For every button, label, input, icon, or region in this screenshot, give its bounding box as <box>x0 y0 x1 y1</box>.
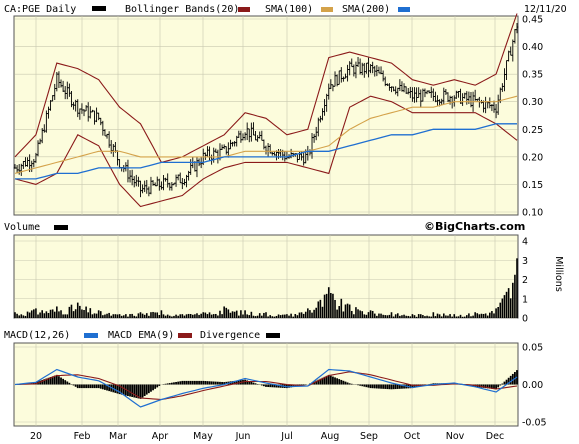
price-y-tick-label: 0.20 <box>522 152 543 163</box>
sma100-legend-swatch <box>321 7 333 12</box>
macd-header: MACD(12,26) MACD EMA(9) Divergence <box>4 330 280 341</box>
bollinger-legend-label: Bollinger Bands(20) <box>125 4 239 15</box>
volume-y-tick-label: 0 <box>522 314 528 325</box>
sma100-line <box>14 95 518 174</box>
macd-y-tick-label: 0.05 <box>522 343 543 354</box>
price-y-tick-label: 0.15 <box>522 180 543 191</box>
x-tick-label: Oct <box>404 431 421 442</box>
macd-ema-line <box>14 371 518 401</box>
volume-plot-area <box>13 234 519 319</box>
volume-label: Volume <box>4 222 40 233</box>
price-y-tick-label: 0.35 <box>522 70 543 81</box>
macd-ema-legend-label: MACD EMA(9) <box>108 330 174 341</box>
volume-bars <box>14 258 518 318</box>
x-tick-label: Feb <box>74 431 91 442</box>
x-axis: 20 Feb Mar Apr May Jun Jul Aug Sep Oct Nov Dec <box>30 431 504 442</box>
x-tick-label: Jun <box>235 431 251 442</box>
price-plot-area <box>13 15 519 216</box>
volume-y-tick-label: 2 <box>522 275 528 286</box>
macd-ema-legend-swatch <box>178 333 192 338</box>
sma200-line <box>15 123 517 180</box>
x-tick-label: Dec <box>486 431 504 442</box>
macd-legend-label: MACD(12,26) <box>4 330 70 341</box>
x-tick-label: Apr <box>152 431 169 442</box>
macd-legend-swatch <box>84 333 98 338</box>
price-y-tick-label: 0.40 <box>522 42 543 53</box>
x-tick-label: Nov <box>446 431 465 442</box>
price-y-tick-label: 0.25 <box>522 125 543 136</box>
x-tick-label: 20 <box>30 431 42 442</box>
credit-label: ©BigCharts.com <box>424 220 525 233</box>
volume-y-tick-label: 1 <box>522 294 528 305</box>
sma200-legend-swatch <box>398 7 410 12</box>
divergence-legend-swatch <box>266 333 280 338</box>
volume-unit-label: Millions <box>553 256 564 292</box>
price-y-tick-label: 0.45 <box>522 15 543 26</box>
x-tick-label: Aug <box>321 431 340 442</box>
volume-y-axis: 4 3 2 1 0 <box>522 237 528 325</box>
x-tick-label: Sep <box>360 431 378 442</box>
price-header: CA:PGE Daily Bollinger Bands(20) SMA(100… <box>4 4 567 15</box>
price-y-tick-label: 0.30 <box>522 97 543 108</box>
macd-y-axis: 0.05 0.00 -0.05 <box>522 343 547 429</box>
x-tick-label: Jul <box>280 431 292 442</box>
macd-series <box>14 368 518 408</box>
volume-y-tick-label: 3 <box>522 256 528 267</box>
x-tick-label: Mar <box>109 431 127 442</box>
symbol-label: CA:PGE Daily <box>4 4 76 15</box>
price-legend-swatch <box>92 6 106 11</box>
bollinger-upper-line <box>14 13 518 164</box>
x-tick-label: May <box>193 431 213 442</box>
sma200-legend-label: SMA(200) <box>342 4 390 15</box>
volume-legend-swatch <box>54 225 68 230</box>
bollinger-legend-swatch <box>238 7 250 12</box>
macd-y-tick-label: -0.05 <box>522 418 547 429</box>
volume-header: Volume ©BigCharts.com <box>4 220 525 233</box>
date-label: 12/11/20 <box>524 4 567 15</box>
sma100-legend-label: SMA(100) <box>265 4 313 15</box>
price-y-axis: 0.45 0.40 0.35 0.30 0.25 0.20 0.15 0.10 <box>522 15 543 219</box>
divergence-legend-label: Divergence <box>200 330 260 341</box>
price-y-tick-label: 0.10 <box>522 208 543 219</box>
bollinger-lower-line <box>14 95 518 208</box>
price-series <box>13 13 519 208</box>
macd-y-tick-label: 0.00 <box>522 380 543 391</box>
volume-y-tick-label: 4 <box>522 237 528 248</box>
macd-line <box>14 368 518 408</box>
